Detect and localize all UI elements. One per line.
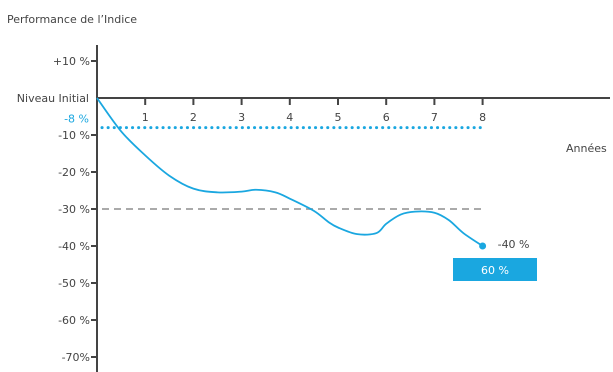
x-tick-label-6: 7 <box>431 111 438 124</box>
x-tick-label-5: 6 <box>383 111 390 124</box>
series-end-point-0 <box>479 242 487 250</box>
badge-label: 60 % <box>481 264 509 277</box>
y-tick-label-8: -70% <box>62 351 90 364</box>
y-tick-label-3: -20 % <box>58 166 90 179</box>
reference-lines: -8 % <box>64 113 485 210</box>
series-group: -40 % <box>96 97 530 251</box>
y-tick-label-1: Niveau Initial <box>17 92 89 105</box>
badge-background <box>453 258 537 281</box>
series-end-label-0: -40 % <box>498 238 530 251</box>
y-tick-label-2: -10 % <box>58 129 90 142</box>
x-tick-label-1: 2 <box>190 111 197 124</box>
series-line-0 <box>96 97 484 247</box>
x-axis-label: Années <box>566 142 607 155</box>
y-axis-ticks: +10 % Niveau Initial -10 % -20 % -30 % -40 % -… <box>17 55 97 364</box>
chart-title: Performance de l’Indice <box>7 13 137 26</box>
x-tick-label-2: 3 <box>238 111 245 124</box>
x-tick-label-0: 1 <box>142 111 149 124</box>
x-tick-label-7: 8 <box>479 111 486 124</box>
x-tick-label-3: 4 <box>286 111 293 124</box>
x-tick-label-4: 5 <box>335 111 342 124</box>
chart-axes <box>96 45 610 372</box>
y-tick-label-7: -60 % <box>58 314 90 327</box>
y-tick-label-0: +10 % <box>53 55 90 68</box>
x-axis-ticks: 1 2 3 4 5 6 7 8 <box>142 98 486 124</box>
y-tick-label-5: -40 % <box>58 240 90 253</box>
reference-line-label-0: -8 % <box>64 113 89 126</box>
y-tick-label-4: -30 % <box>58 203 90 216</box>
result-badge: 60 % <box>453 258 537 281</box>
y-tick-label-6: -50 % <box>58 277 90 290</box>
